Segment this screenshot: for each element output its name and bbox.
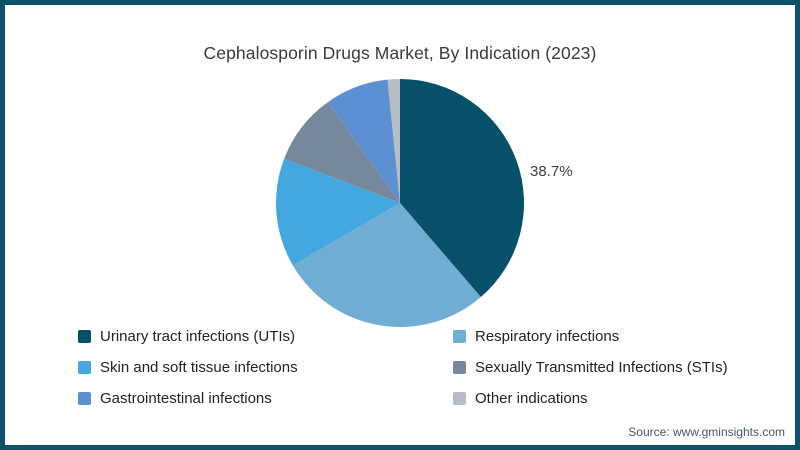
legend: Urinary tract infections (UTIs) Respirato… bbox=[78, 327, 738, 408]
legend-item: Skin and soft tissue infections bbox=[78, 358, 453, 377]
legend-swatch-icon bbox=[78, 392, 91, 405]
legend-label: Gastrointestinal infections bbox=[100, 390, 272, 407]
legend-item: Gastrointestinal infections bbox=[78, 389, 453, 408]
legend-item: Sexually Transmitted Infections (STIs) bbox=[453, 358, 738, 377]
pie-slice-3 bbox=[284, 102, 400, 203]
chart-title: Cephalosporin Drugs Market, By Indicatio… bbox=[203, 43, 597, 63]
legend-item: Other indications bbox=[453, 389, 738, 408]
legend-label: Other indications bbox=[475, 390, 588, 407]
legend-label: Urinary tract infections (UTIs) bbox=[100, 328, 296, 345]
legend-swatch-icon bbox=[453, 330, 466, 343]
legend-label: Skin and soft tissue infections bbox=[100, 359, 298, 376]
legend-label: Respiratory infections bbox=[475, 328, 620, 345]
legend-swatch-icon bbox=[78, 361, 91, 374]
pie-slice-4 bbox=[327, 79, 400, 203]
pie-chart bbox=[275, 79, 525, 328]
legend-swatch-icon bbox=[453, 392, 466, 405]
legend-swatch-icon bbox=[78, 330, 91, 343]
legend-item: Respiratory infections bbox=[453, 327, 738, 346]
legend-label: Sexually Transmitted Infections (STIs) bbox=[475, 359, 728, 376]
legend-item: Urinary tract infections (UTIs) bbox=[78, 327, 453, 346]
pie-slice-0 bbox=[400, 79, 525, 298]
legend-swatch-icon bbox=[453, 361, 466, 374]
slice-value-label: 38.7% bbox=[530, 163, 573, 180]
source-attribution: Source: www.gminsights.com bbox=[628, 425, 785, 439]
pie-slice-1 bbox=[292, 203, 481, 328]
pie-slice-5 bbox=[387, 79, 400, 203]
pie-slice-2 bbox=[275, 158, 400, 266]
